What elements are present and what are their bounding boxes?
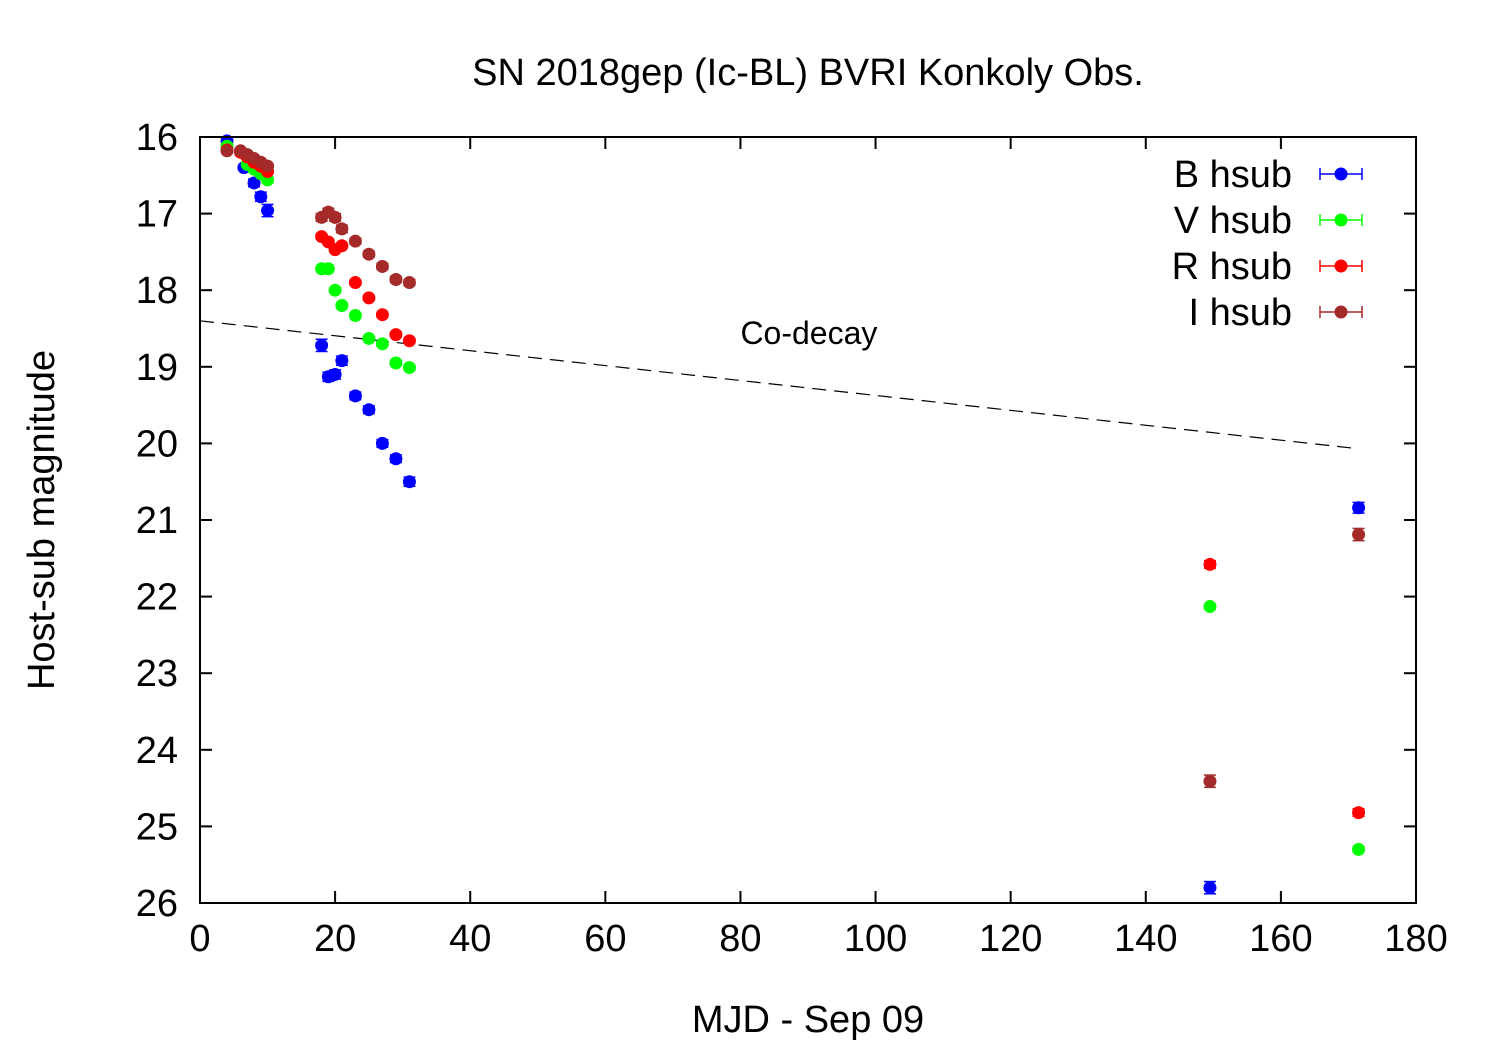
legend-label: V hsub [1174,200,1292,242]
data-point [362,291,376,305]
data-point [335,239,349,253]
data-point [328,210,342,224]
x-tick-label: 180 [1384,918,1447,960]
plot-frame [199,136,1417,904]
y-tick-label: 25 [136,806,178,848]
x-axis-label: MJD - Sep 09 [692,999,924,1041]
x-tick-label: 120 [979,918,1042,960]
data-point [375,308,389,322]
data-point [348,308,362,322]
data-point [1203,774,1217,788]
data-point [1352,806,1366,820]
legend-label: B hsub [1174,154,1292,196]
series-2 [220,143,1366,820]
data-point [261,159,275,173]
x-tick-label: 0 [189,918,210,960]
data-point [362,331,376,345]
y-tick-label: 16 [136,117,178,159]
data-point [321,262,335,276]
data-point [389,356,403,370]
series-0 [220,134,1366,895]
data-point [335,354,349,368]
legend-marker [1334,213,1348,227]
x-axis-title: MJD - Sep 09 [692,999,924,1041]
data-point [348,276,362,290]
data-point [1203,557,1217,571]
co-decay-line [199,320,1359,450]
data-point [220,144,234,158]
chart-title: SN 2018gep (Ic-BL) BVRI Konkoly Obs. [472,52,1144,94]
x-tick-label: 60 [584,918,626,960]
co-decay-label: Co-decay [740,315,877,351]
co-decay-reference: Co-decay [199,315,1359,450]
data-point [402,475,416,489]
y-tick-label: 18 [136,270,178,312]
y-tick-label: 26 [136,883,178,925]
x-tick-label: 40 [449,918,491,960]
y-tick-label: 21 [136,500,178,542]
y-tick-label: 17 [136,194,178,236]
x-tick-label: 140 [1114,918,1177,960]
data-point [254,190,268,204]
y-tick-label: 19 [136,347,178,389]
y-tick-label: 23 [136,653,178,695]
y-tick-label: 20 [136,423,178,465]
data-point [335,299,349,313]
axis-ticks: 0 20 40 60 80 100 120 140 160 180 16 17 18 19 20 21 22 23… [136,117,1448,960]
data-point [375,337,389,351]
x-tick-label: 80 [719,918,761,960]
data-point [402,276,416,290]
legend-marker [1334,259,1348,273]
data-point [1203,881,1217,895]
x-tick-label: 20 [314,918,356,960]
data-point [247,176,261,190]
y-axis-label: Host-sub magnitude [21,350,63,690]
y-tick-label: 24 [136,730,178,772]
series-3 [220,144,1366,789]
data-point [389,452,403,466]
x-tick-label: 160 [1249,918,1312,960]
y-axis-title: Host-sub magnitude [21,350,63,690]
data-point [402,334,416,348]
data-point [1203,600,1217,614]
data-point [375,259,389,273]
data-point [348,389,362,403]
data-point [328,283,342,297]
legend-marker [1334,305,1348,319]
data-point [1352,842,1366,856]
data-point [261,204,275,218]
y-tick-label: 22 [136,577,178,619]
data-point [389,328,403,342]
data-point [1352,501,1366,515]
data-point [362,403,376,417]
data-point [328,367,342,381]
data-point [389,272,403,286]
data-point [1352,528,1366,542]
legend-marker [1334,167,1348,181]
legend-label: R hsub [1172,246,1292,288]
data-point [315,338,329,352]
data-point [348,234,362,248]
data-point [375,436,389,450]
legend-label: I hsub [1188,292,1292,334]
data-point [362,247,376,261]
x-tick-label: 100 [844,918,907,960]
data-point [335,222,349,236]
data-point [402,361,416,375]
data-points [220,134,1366,895]
